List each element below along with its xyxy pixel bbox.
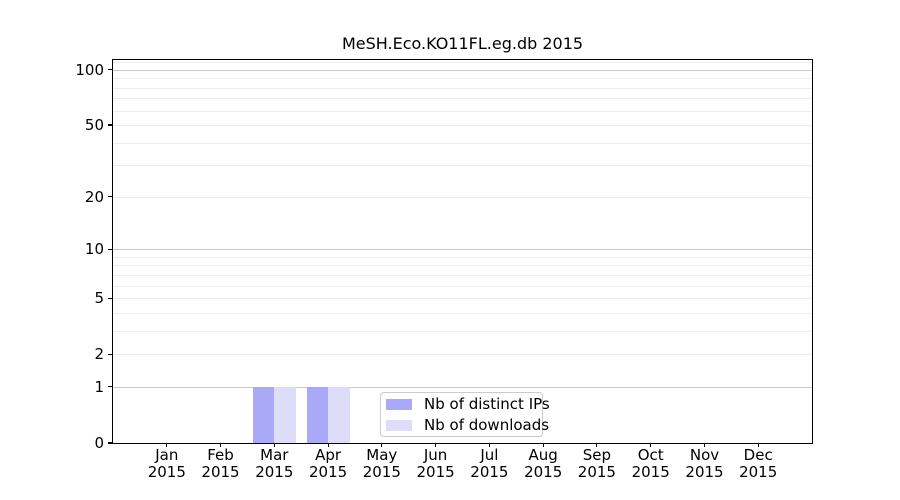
gridline-minor <box>113 142 812 144</box>
x-tick-year: 2015 <box>147 463 186 481</box>
gridline-minor <box>113 125 812 126</box>
x-tick-label: Aug 2015 <box>501 447 585 481</box>
bar-distinct-ips <box>306 386 329 443</box>
gridline-minor <box>113 298 812 300</box>
x-tick-month: Apr <box>315 446 342 464</box>
x-tick <box>488 443 490 447</box>
y-tick <box>108 442 112 444</box>
legend-swatch-distinct-ips-icon <box>386 398 412 410</box>
bar-distinct-ips <box>252 386 275 443</box>
y-tick-label: 100 <box>75 60 104 79</box>
y-tick-label: 20 <box>84 187 104 206</box>
plot-area <box>113 60 812 443</box>
x-tick-year: 2015 <box>416 463 455 481</box>
x-tick <box>381 443 383 447</box>
y-tick <box>108 69 112 71</box>
x-tick-year: 2015 <box>470 463 509 481</box>
x-tick-month: Oct <box>637 446 664 464</box>
x-tick <box>650 443 652 447</box>
gridline-minor <box>113 62 812 64</box>
x-tick <box>596 443 598 447</box>
y-tick <box>108 353 112 355</box>
x-tick-label: Mar 2015 <box>232 447 316 481</box>
y-tick <box>108 196 112 198</box>
y-tick-label: 1 <box>94 377 104 396</box>
y-tick-label: 0 <box>94 434 104 452</box>
gridline-minor <box>113 265 812 267</box>
x-tick <box>703 443 706 447</box>
gridline-minor <box>113 274 812 276</box>
x-tick-month: Dec <box>743 446 773 464</box>
gridline-minor <box>113 285 812 287</box>
gridline-major <box>113 69 812 71</box>
legend-item-downloads: Nb of downloads <box>386 416 549 435</box>
x-tick <box>542 443 544 447</box>
legend-label-distinct-ips: Nb of distinct IPs <box>424 394 550 413</box>
x-tick-month: Jun <box>423 446 448 464</box>
x-tick-month: May <box>366 446 398 464</box>
x-tick <box>273 443 275 447</box>
y-tick-label: 5 <box>94 289 104 308</box>
x-tick-year: 2015 <box>255 463 294 481</box>
x-tick-month: Jan <box>155 446 179 464</box>
bar-downloads <box>274 386 296 443</box>
x-tick-label: Jun 2015 <box>394 447 478 481</box>
x-tick-year: 2015 <box>685 463 724 481</box>
gridline-minor <box>113 98 812 100</box>
gridline-minor <box>113 354 812 356</box>
x-tick-label: Jul 2015 <box>447 447 531 481</box>
gridline-minor <box>113 165 812 167</box>
x-tick-label: Feb 2015 <box>179 447 263 481</box>
x-tick-month: Jul <box>480 446 499 464</box>
legend: Nb of distinct IPs Nb of downloads <box>380 392 550 437</box>
gridline-major <box>113 249 812 251</box>
x-tick-year: 2015 <box>631 463 670 481</box>
gridline-minor <box>113 312 812 314</box>
x-tick-label: Apr 2015 <box>286 447 370 481</box>
y-tick <box>108 248 112 250</box>
y-tick <box>108 297 112 299</box>
gridline-minor <box>113 110 812 112</box>
x-tick-label: May 2015 <box>340 447 424 481</box>
y-tick <box>108 124 112 126</box>
gridline-minor <box>113 78 812 80</box>
x-tick-month: Sep <box>582 446 612 464</box>
x-tick <box>166 443 168 447</box>
x-tick-label: Dec 2015 <box>716 447 800 481</box>
gridline-major <box>113 386 812 388</box>
y-tick <box>108 386 112 388</box>
x-tick-label: Sep 2015 <box>555 447 639 481</box>
x-tick-year: 2015 <box>524 463 563 481</box>
legend-item-distinct-ips: Nb of distinct IPs <box>386 395 550 414</box>
x-tick-month: Feb <box>207 446 234 464</box>
gridline-minor <box>113 330 812 332</box>
legend-label-downloads: Nb of downloads <box>424 415 550 434</box>
gridline-minor <box>113 256 812 258</box>
bar-downloads <box>328 386 350 443</box>
x-tick-year: 2015 <box>309 463 348 481</box>
x-tick-label: Oct 2015 <box>609 447 693 481</box>
y-tick-label: 2 <box>94 345 104 364</box>
gridline-minor <box>113 87 812 89</box>
x-tick <box>435 443 437 447</box>
x-tick-year: 2015 <box>577 463 616 481</box>
x-tick-month: Mar <box>260 446 289 464</box>
x-tick-label: Nov 2015 <box>663 447 747 481</box>
y-tick-label: 10 <box>84 240 104 259</box>
y-tick-label: 50 <box>84 116 104 134</box>
legend-swatch-downloads-icon <box>386 419 412 431</box>
x-tick-year: 2015 <box>739 463 778 481</box>
x-tick <box>219 443 222 447</box>
x-tick-year: 2015 <box>362 463 401 481</box>
x-tick-year: 2015 <box>201 463 240 481</box>
x-tick-month: Nov <box>689 446 720 464</box>
x-tick-label: Jan 2015 <box>125 447 209 481</box>
x-tick <box>327 443 329 447</box>
chart-title: MeSH.Eco.KO11FL.eg.db 2015 <box>341 34 584 53</box>
x-tick <box>757 443 759 447</box>
x-tick-month: Aug <box>528 446 558 464</box>
gridline-minor <box>113 196 812 198</box>
